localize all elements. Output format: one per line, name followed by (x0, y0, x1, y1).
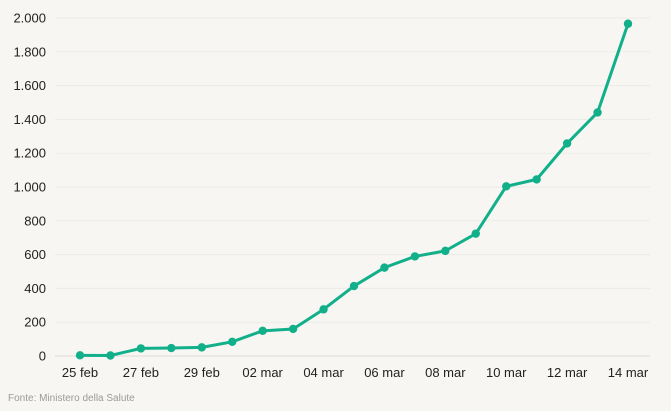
data-point (258, 326, 267, 336)
data-point (410, 252, 420, 261)
points-layer (75, 19, 633, 360)
x-tick-label: 04 mar (303, 365, 344, 380)
x-tick-label: 02 mar (242, 365, 283, 380)
x-tick-label: 25 feb (62, 365, 98, 380)
y-tick-label: 400 (24, 281, 46, 296)
x-tick-label: 08 mar (425, 365, 466, 380)
data-point (623, 19, 633, 28)
data-point (380, 263, 389, 272)
y-tick-label: 1.000 (13, 180, 46, 195)
x-tick-label: 27 feb (123, 365, 159, 380)
source-note: Fonte: Ministero della Salute (8, 393, 135, 404)
data-point (288, 324, 298, 334)
x-tick-label: 14 mar (608, 365, 649, 380)
data-point (167, 343, 176, 353)
y-tick-label: 0 (39, 349, 46, 364)
y-tick-label: 600 (24, 247, 46, 262)
x-tick-label: 12 mar (547, 365, 588, 380)
data-point (441, 246, 450, 256)
data-point (106, 351, 115, 360)
data-point (319, 305, 328, 314)
y-tick-label: 1.200 (13, 146, 46, 161)
series-layer (78, 22, 630, 357)
x-axis-ticks: 25 feb 27 feb 29 feb 02 mar 04 mar 06 mar 08 m… (62, 365, 649, 380)
x-tick-label: 06 mar (364, 365, 405, 380)
data-point (532, 175, 541, 184)
data-point (75, 351, 85, 360)
data-point (349, 281, 359, 291)
y-tick-label: 1.400 (13, 112, 46, 127)
series-line (78, 22, 630, 357)
x-tick-label: 10 mar (486, 365, 527, 380)
y-tick-label: 800 (24, 213, 46, 228)
y-tick-label: 200 (24, 315, 46, 330)
y-tick-label: 1.600 (13, 78, 46, 93)
data-point (471, 229, 480, 238)
y-tick-label: 2.000 (13, 11, 46, 26)
y-tick-label: 1.800 (13, 44, 46, 59)
data-point (136, 344, 146, 353)
data-point (197, 343, 206, 352)
grid-lines (55, 17, 650, 357)
data-point (502, 182, 511, 191)
data-point (593, 108, 602, 117)
y-axis-ticks: 0 200 400 600 800 1.000 1.200 1.400 1.600 1.800 2.… (13, 11, 46, 364)
data-point (562, 139, 572, 148)
data-point (228, 337, 237, 347)
x-tick-label: 29 feb (184, 365, 220, 380)
